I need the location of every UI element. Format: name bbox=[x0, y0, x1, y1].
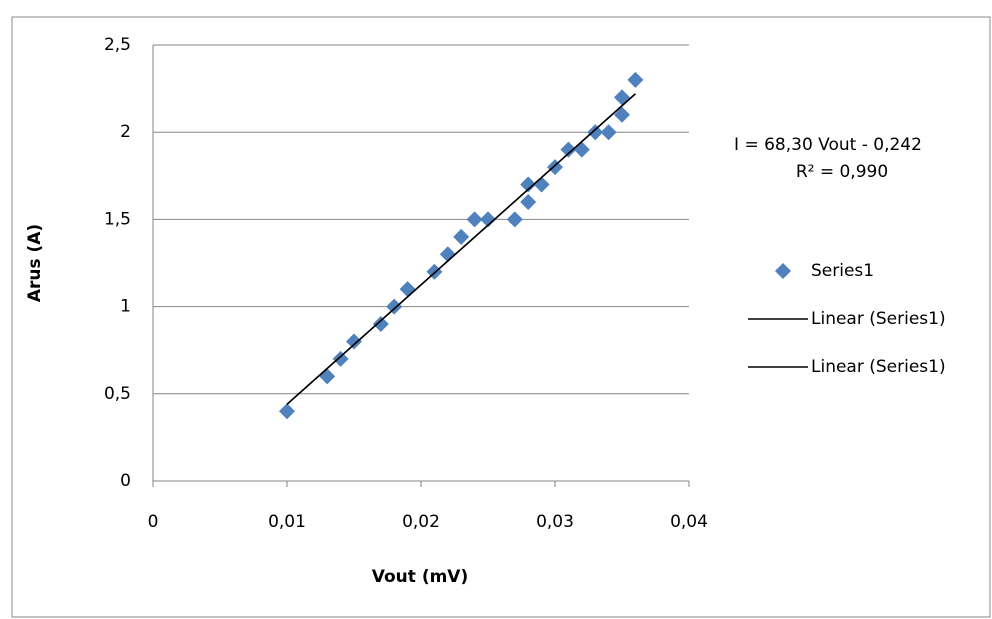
data-point bbox=[386, 298, 403, 315]
data-point bbox=[279, 403, 295, 420]
y-tick-label: 1,5 bbox=[104, 209, 131, 229]
y-tick-label: 0,5 bbox=[104, 384, 131, 404]
data-point bbox=[520, 176, 537, 193]
x-tick-label: 0,04 bbox=[670, 512, 708, 532]
y-tick-label: 2 bbox=[120, 122, 131, 142]
legend-label: Linear (Series1) bbox=[811, 357, 946, 377]
y-tick-label: 0 bbox=[120, 471, 131, 491]
x-axis-label: Vout (mV) bbox=[372, 567, 468, 587]
data-point bbox=[453, 228, 470, 245]
data-point bbox=[506, 211, 523, 228]
y-tick-label: 1 bbox=[120, 297, 131, 317]
data-point bbox=[372, 316, 389, 333]
x-tick-label: 0,02 bbox=[402, 512, 440, 532]
trendline bbox=[286, 93, 636, 405]
data-point bbox=[466, 211, 483, 228]
data-point bbox=[560, 141, 577, 158]
legend-marker bbox=[775, 263, 791, 279]
trendline-equation: I = 68,30 Vout - 0,242 bbox=[734, 135, 922, 155]
x-tick-label: 0,01 bbox=[268, 512, 306, 532]
trendline-equation: R² = 0,990 bbox=[796, 162, 888, 182]
data-point bbox=[480, 211, 496, 228]
y-axis-label: Arus (A) bbox=[25, 224, 45, 302]
x-tick-label: 0 bbox=[148, 512, 159, 532]
data-point bbox=[346, 333, 362, 350]
data-point bbox=[547, 159, 563, 176]
chart-border bbox=[11, 16, 991, 618]
data-point bbox=[614, 106, 630, 123]
legend-label: Linear (Series1) bbox=[811, 309, 946, 329]
data-point bbox=[627, 71, 644, 88]
data-point bbox=[520, 193, 537, 210]
data-point bbox=[332, 350, 349, 367]
y-tick-label: 2,5 bbox=[104, 35, 131, 55]
data-point bbox=[600, 124, 617, 141]
data-point bbox=[587, 124, 604, 141]
x-tick-label: 0,03 bbox=[536, 512, 574, 532]
legend-label: Series1 bbox=[811, 261, 874, 281]
